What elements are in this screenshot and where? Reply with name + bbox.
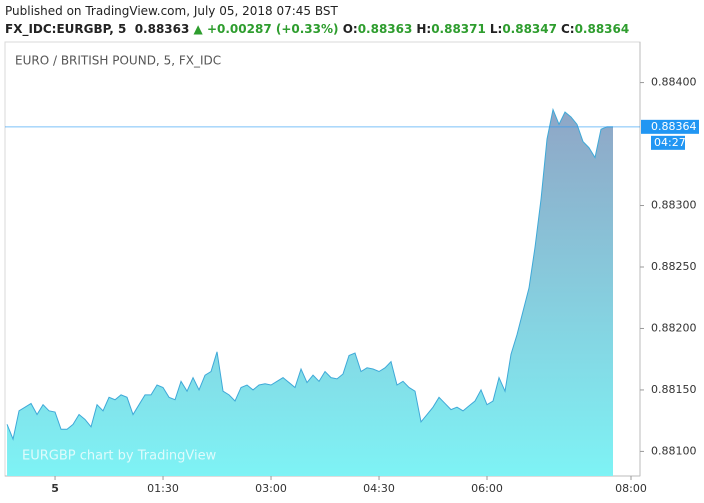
countdown-label: 04:27 bbox=[654, 136, 686, 149]
y-tick-label: 0.88200 bbox=[651, 321, 697, 334]
change: +0.00287 (+0.33%) bbox=[206, 22, 339, 36]
ohlc-value: 0.88364 bbox=[574, 22, 630, 36]
ohlc-name: L: bbox=[489, 22, 503, 36]
x-tick-label: 01:30 bbox=[147, 482, 179, 495]
change-arrow: ▲ bbox=[193, 22, 203, 36]
price: 0.88363 bbox=[134, 22, 190, 36]
x-tick-label: 06:00 bbox=[471, 482, 503, 495]
x-tick-label: 08:00 bbox=[615, 482, 647, 495]
symbol: FX_IDC:EURGBP, 5 bbox=[5, 22, 127, 36]
ohlc-name: H: bbox=[416, 22, 432, 36]
ohlc-value: 0.88371 bbox=[431, 22, 486, 36]
ohlc: O:0.88363 H:0.88371 L:0.88347 C:0.88364 bbox=[343, 22, 634, 36]
ohlc-value: 0.88347 bbox=[502, 22, 557, 36]
y-tick-label: 0.88150 bbox=[651, 383, 697, 396]
last-price-label: 0.88364 bbox=[651, 120, 697, 133]
symbol-line: FX_IDC:EURGBP, 5 0.88363 ▲ +0.00287 (+0.… bbox=[5, 22, 633, 36]
y-tick-label: 0.88400 bbox=[651, 76, 697, 89]
watermark: EURGBP chart by TradingView bbox=[22, 449, 217, 464]
last-price-box bbox=[641, 119, 699, 134]
y-tick-label: 0.88100 bbox=[651, 444, 697, 457]
y-tick-label: 0.88300 bbox=[651, 199, 697, 212]
line bbox=[6, 107, 613, 441]
x-tick-label: 04:30 bbox=[363, 482, 395, 495]
x-tick-label: 03:00 bbox=[255, 482, 287, 495]
ohlc-name: C: bbox=[560, 22, 575, 36]
chart-title: EURO / BRITISH POUND, 5, FX_IDC bbox=[15, 54, 221, 68]
ohlc-value: 0.88363 bbox=[357, 22, 413, 36]
area bbox=[7, 109, 614, 477]
ohlc-name: O: bbox=[342, 22, 358, 36]
published-line: Published on TradingView.com, July 05, 2… bbox=[5, 4, 338, 18]
x-tick-label: 5 bbox=[51, 482, 59, 495]
countdown-box bbox=[651, 135, 685, 150]
y-tick-label: 0.88250 bbox=[651, 260, 697, 273]
